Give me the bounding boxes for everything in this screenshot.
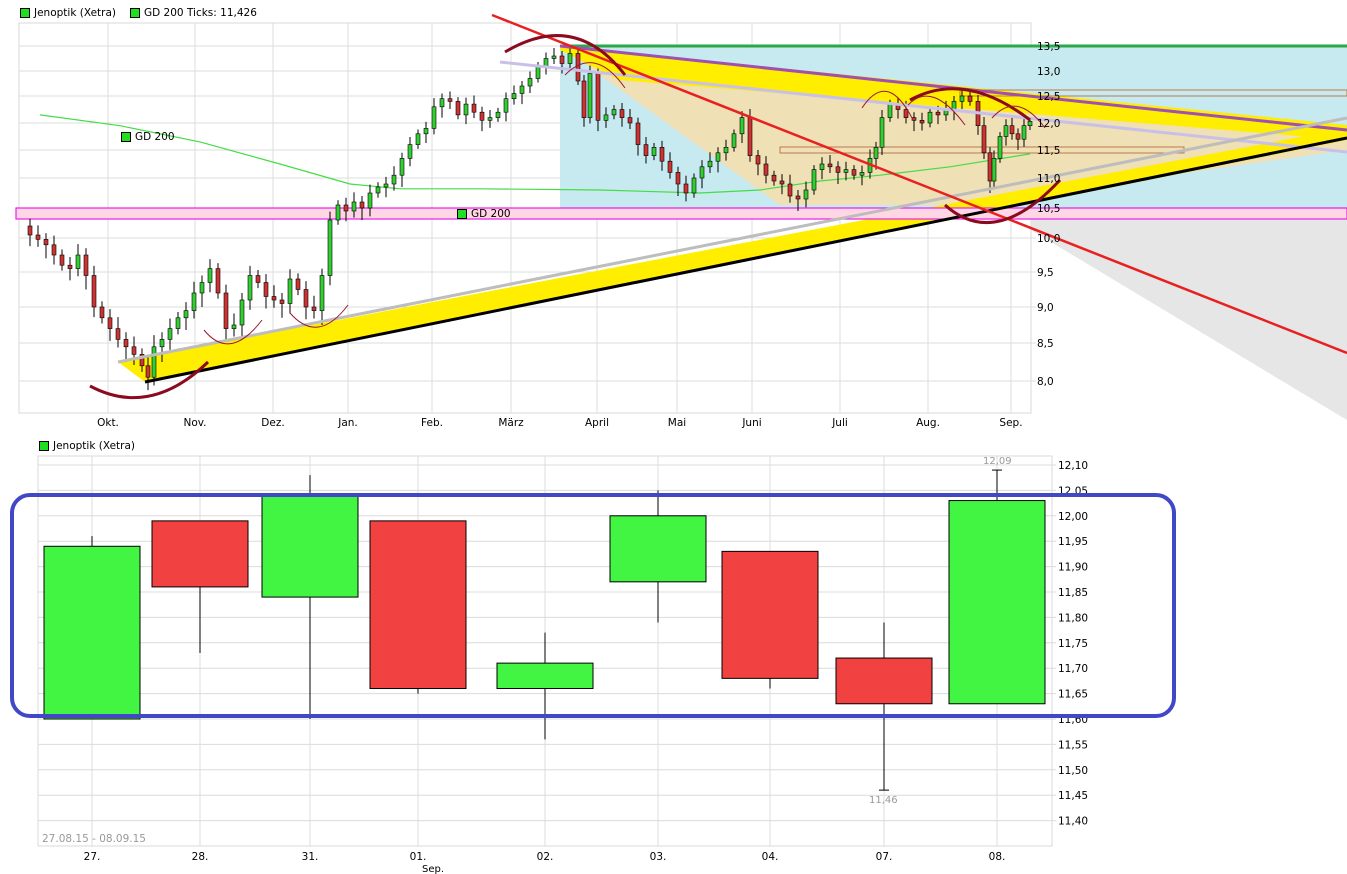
- svg-text:11,95: 11,95: [1058, 536, 1088, 548]
- legend-swatch-icon: [39, 441, 49, 451]
- svg-text:Dez.: Dez.: [261, 417, 284, 429]
- gd200-label-2: GD 200: [471, 208, 511, 220]
- svg-text:9,5: 9,5: [1037, 267, 1054, 279]
- svg-text:Juli: Juli: [831, 417, 848, 429]
- svg-text:11,5: 11,5: [1037, 145, 1060, 157]
- date-range-label: 27.08.15 - 08.09.15: [42, 833, 146, 845]
- lower-legend-label: Jenoptik (Xetra): [53, 440, 135, 452]
- legend-swatch-icon: [20, 8, 30, 18]
- upper-legend-item-2: GD 200 Ticks: 11,426: [130, 7, 257, 19]
- svg-text:11,70: 11,70: [1058, 663, 1088, 675]
- svg-text:9,0: 9,0: [1037, 302, 1054, 314]
- month-sublabel: Sep.: [422, 864, 445, 874]
- legend-swatch-icon: [457, 209, 467, 219]
- svg-text:Feb.: Feb.: [421, 417, 443, 429]
- gd200-inline-label-2: GD 200: [457, 208, 511, 220]
- svg-text:Nov.: Nov.: [183, 417, 206, 429]
- upper-trendlines: [89, 13, 1347, 400]
- svg-text:01.: 01.: [410, 851, 427, 863]
- svg-text:27.: 27.: [84, 851, 101, 863]
- svg-text:08.: 08.: [989, 851, 1006, 863]
- svg-text:31.: 31.: [302, 851, 319, 863]
- lower-grid: [37, 455, 1056, 847]
- low-value-label: 11,46: [869, 795, 898, 806]
- lower-candles: [43, 469, 1046, 791]
- svg-text:11,45: 11,45: [1058, 790, 1088, 802]
- svg-text:Okt.: Okt.: [97, 417, 119, 429]
- svg-text:10,5: 10,5: [1037, 203, 1060, 215]
- svg-text:03.: 03.: [650, 851, 667, 863]
- upper-axis-labels: 13,5 13,0 12,5 12,0 11,5 11,0 10,5 10,0 9,5 9,0 8,…: [97, 41, 1060, 429]
- gd200-label-1: GD 200: [135, 131, 175, 143]
- lower-axis-labels: 12,10 12,05 12,00 11,95 11,90 11,85 11,80 11,75…: [84, 460, 1088, 863]
- svg-text:8,0: 8,0: [1037, 376, 1054, 388]
- svg-text:04.: 04.: [762, 851, 779, 863]
- svg-text:12,05: 12,05: [1058, 485, 1088, 497]
- lower-legend-item: Jenoptik (Xetra): [39, 440, 135, 452]
- svg-text:März: März: [498, 417, 524, 429]
- svg-text:11,0: 11,0: [1037, 173, 1060, 185]
- highlight-box: [10, 493, 1176, 718]
- svg-text:13,0: 13,0: [1037, 66, 1060, 78]
- svg-text:11,60: 11,60: [1058, 714, 1088, 726]
- svg-text:07.: 07.: [876, 851, 893, 863]
- svg-text:Jan.: Jan.: [337, 417, 358, 429]
- svg-text:12,5: 12,5: [1037, 91, 1060, 103]
- svg-text:11,65: 11,65: [1058, 689, 1088, 701]
- svg-text:12,00: 12,00: [1058, 511, 1088, 523]
- upper-legend-label-2: GD 200 Ticks: 11,426: [144, 7, 257, 19]
- svg-text:Aug.: Aug.: [916, 417, 940, 429]
- svg-text:12,0: 12,0: [1037, 118, 1060, 130]
- upper-legend-label-1: Jenoptik (Xetra): [34, 7, 116, 19]
- svg-text:11,55: 11,55: [1058, 739, 1088, 751]
- legend-swatch-icon: [121, 132, 131, 142]
- svg-text:8,5: 8,5: [1037, 338, 1054, 350]
- svg-text:Sep.: Sep.: [999, 417, 1022, 429]
- svg-text:11,40: 11,40: [1058, 816, 1088, 828]
- svg-text:28.: 28.: [192, 851, 209, 863]
- svg-text:02.: 02.: [537, 851, 554, 863]
- svg-text:11,75: 11,75: [1058, 638, 1088, 650]
- high-value-label: 12,09: [983, 456, 1012, 467]
- svg-text:10,0: 10,0: [1037, 233, 1060, 245]
- svg-text:11,50: 11,50: [1058, 765, 1088, 777]
- svg-text:11,85: 11,85: [1058, 587, 1088, 599]
- svg-text:11,80: 11,80: [1058, 612, 1088, 624]
- svg-text:Juni: Juni: [741, 417, 761, 429]
- upper-trend-shapes: [15, 46, 1347, 420]
- svg-text:11,90: 11,90: [1058, 562, 1088, 574]
- svg-text:Mai: Mai: [668, 417, 686, 429]
- gd200-inline-label-1: GD 200: [121, 131, 175, 143]
- svg-text:April: April: [585, 417, 609, 429]
- svg-text:13,5: 13,5: [1037, 41, 1060, 53]
- svg-text:12,10: 12,10: [1058, 460, 1088, 472]
- legend-swatch-icon: [130, 8, 140, 18]
- upper-legend-item-1: Jenoptik (Xetra): [20, 7, 116, 19]
- upper-price-chart: 13,5 13,0 12,5 12,0 11,5 11,0 10,5 10,0 9,5 9,0 8,…: [15, 13, 1347, 429]
